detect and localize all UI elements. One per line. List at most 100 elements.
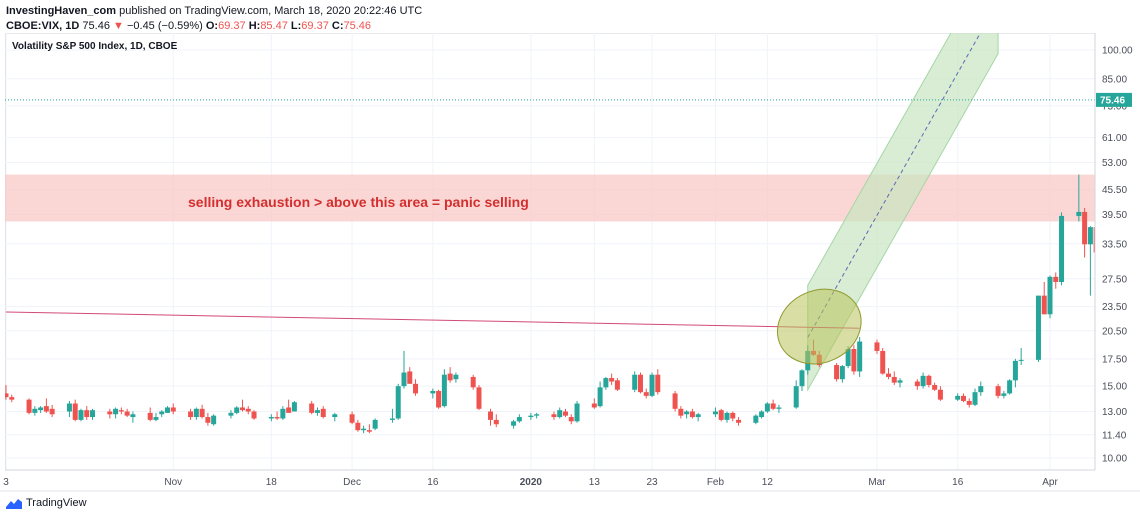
time-tick-label: 3 xyxy=(3,477,9,488)
candle-body xyxy=(493,419,499,425)
candle-body xyxy=(1047,276,1053,315)
candle-body xyxy=(453,374,459,380)
candle xyxy=(551,411,557,420)
candle xyxy=(1134,156,1139,192)
candle-body xyxy=(1035,295,1041,360)
candle-body xyxy=(124,411,130,416)
candle-body xyxy=(234,407,240,413)
candle xyxy=(268,414,274,422)
candle-body xyxy=(960,395,966,401)
candle xyxy=(897,378,903,388)
candle xyxy=(718,408,724,422)
candle xyxy=(603,376,609,390)
candle xyxy=(211,414,217,426)
price-tick-label: 13.00 xyxy=(1102,407,1127,418)
candle xyxy=(430,388,436,399)
candle xyxy=(874,339,880,354)
candle xyxy=(839,365,845,383)
candle xyxy=(764,402,770,413)
candle xyxy=(153,412,159,422)
candle xyxy=(574,400,580,423)
candle-body xyxy=(672,393,678,409)
candle-body xyxy=(268,417,274,419)
candle xyxy=(309,400,315,415)
candle xyxy=(147,407,153,422)
candle xyxy=(885,368,891,380)
candle-body xyxy=(857,341,863,372)
candle xyxy=(245,406,251,415)
footer-brand[interactable]: TradingView xyxy=(26,497,87,509)
candle-body xyxy=(9,397,15,400)
candle xyxy=(557,407,563,419)
author-name[interactable]: InvestingHaven_com xyxy=(6,5,117,17)
candle-body xyxy=(851,348,857,372)
candle-body xyxy=(413,383,419,394)
candle-body xyxy=(724,412,730,420)
candle xyxy=(1018,348,1024,366)
candle xyxy=(1007,379,1013,395)
candle xyxy=(857,336,863,377)
candle-body xyxy=(1018,359,1024,361)
candle xyxy=(130,411,136,423)
candle xyxy=(793,380,799,409)
low-label: L: xyxy=(290,20,302,32)
candle xyxy=(770,399,776,411)
candle xyxy=(38,406,44,413)
candle xyxy=(286,399,292,413)
candle-body xyxy=(799,370,805,387)
candle-body xyxy=(1001,393,1007,396)
candle xyxy=(493,414,499,428)
candle-body xyxy=(286,407,292,413)
candle xyxy=(413,379,419,396)
time-tick-label: Dec xyxy=(343,477,361,488)
candle-body xyxy=(130,414,136,418)
price-tick-label: 20.50 xyxy=(1102,326,1127,337)
high-value: 85.47 xyxy=(260,20,288,32)
candle-body xyxy=(551,414,557,418)
candle-body xyxy=(1093,227,1095,253)
candle-body xyxy=(926,375,932,385)
candle-body xyxy=(834,365,840,380)
candle-body xyxy=(251,411,257,419)
candle-body xyxy=(309,403,315,413)
candle xyxy=(90,408,96,420)
candle xyxy=(689,408,695,419)
candle-body xyxy=(689,411,695,418)
candle xyxy=(511,419,517,429)
candle xyxy=(649,372,655,398)
candle xyxy=(436,389,442,409)
resistance-trendline xyxy=(5,311,860,329)
high-label: H: xyxy=(248,20,261,32)
candle xyxy=(193,407,199,420)
candle xyxy=(314,407,320,416)
candle xyxy=(188,408,194,420)
candle xyxy=(834,362,840,382)
candle-body xyxy=(978,386,984,393)
candle xyxy=(447,367,453,383)
candle xyxy=(401,350,407,389)
price-tick-label: 45.50 xyxy=(1102,185,1127,196)
candle-body xyxy=(470,376,476,388)
time-tick-label: Nov xyxy=(164,477,182,488)
time-tick-label: Feb xyxy=(707,477,725,488)
candle-body xyxy=(937,389,943,400)
price-tick-label: 53.00 xyxy=(1102,158,1127,169)
candle-body xyxy=(1007,380,1013,394)
time-tick-label: 16 xyxy=(952,477,964,488)
candle xyxy=(655,369,661,395)
candle-body xyxy=(441,374,447,407)
candle-body xyxy=(430,390,436,394)
candle-body xyxy=(72,403,78,420)
candle xyxy=(1001,390,1007,399)
candle xyxy=(960,393,966,403)
price-tick-label: 10.00 xyxy=(1102,454,1127,465)
candle xyxy=(955,393,961,401)
low-value: 69.37 xyxy=(301,20,329,32)
candle-body xyxy=(1082,211,1088,245)
candle xyxy=(1128,150,1133,213)
candle xyxy=(49,404,55,418)
candle-body xyxy=(245,408,251,412)
candle-body xyxy=(66,403,72,412)
candle xyxy=(453,372,459,383)
